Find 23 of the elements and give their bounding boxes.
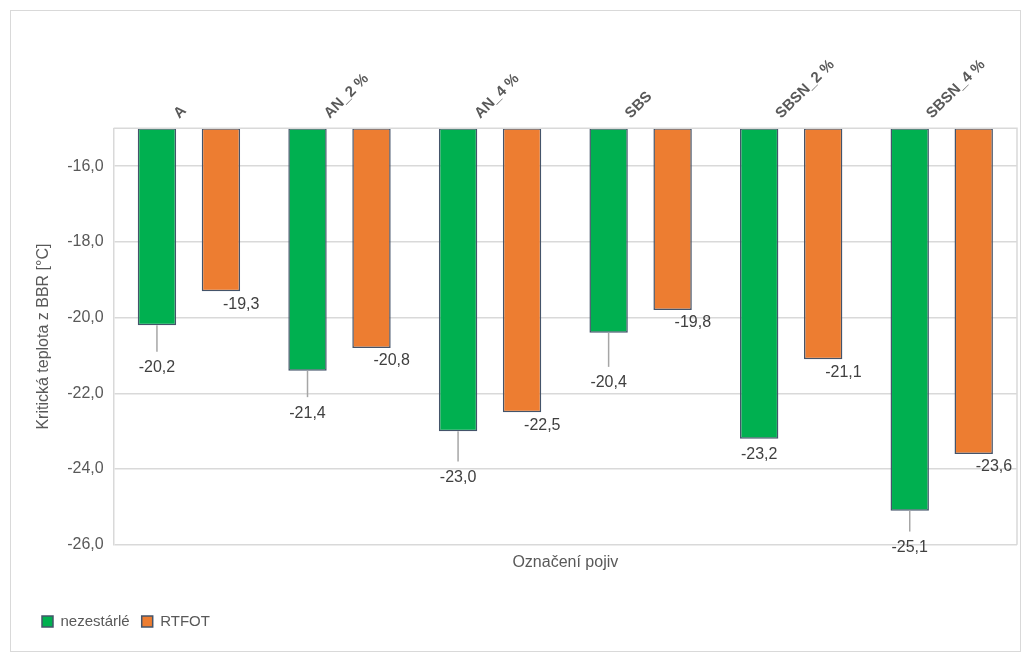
y-tick-label: -24,0 bbox=[67, 459, 104, 477]
data-label: -21,4 bbox=[289, 403, 326, 421]
data-label: -23,2 bbox=[740, 445, 778, 463]
y-tick-label: -20,0 bbox=[67, 308, 104, 326]
y-tick-label: -18,0 bbox=[67, 232, 104, 250]
legend-label: RTFOT bbox=[160, 611, 210, 629]
x-tick-label: A bbox=[169, 101, 190, 122]
data-label: -19,8 bbox=[674, 313, 712, 331]
data-label: -20,4 bbox=[590, 373, 627, 391]
data-label: -21,1 bbox=[825, 362, 862, 380]
y-tick-label: -16,0 bbox=[67, 156, 104, 174]
x-axis-title: Označení pojiv bbox=[512, 552, 619, 570]
y-tick-label: -26,0 bbox=[67, 535, 104, 553]
data-label: -23,0 bbox=[439, 467, 477, 485]
data-label: -20,2 bbox=[138, 358, 176, 376]
y-axis-title: Kritická teplota z BBR [°C] bbox=[34, 243, 52, 430]
y-tick-label: -22,0 bbox=[67, 383, 104, 401]
data-label: -19,3 bbox=[222, 294, 260, 312]
data-label: -20,8 bbox=[373, 351, 411, 369]
data-label: -23,6 bbox=[975, 457, 1013, 475]
data-label: -25,1 bbox=[891, 537, 929, 555]
data-label: -22,5 bbox=[524, 415, 561, 433]
legend-label: nezestárlé bbox=[60, 611, 130, 629]
